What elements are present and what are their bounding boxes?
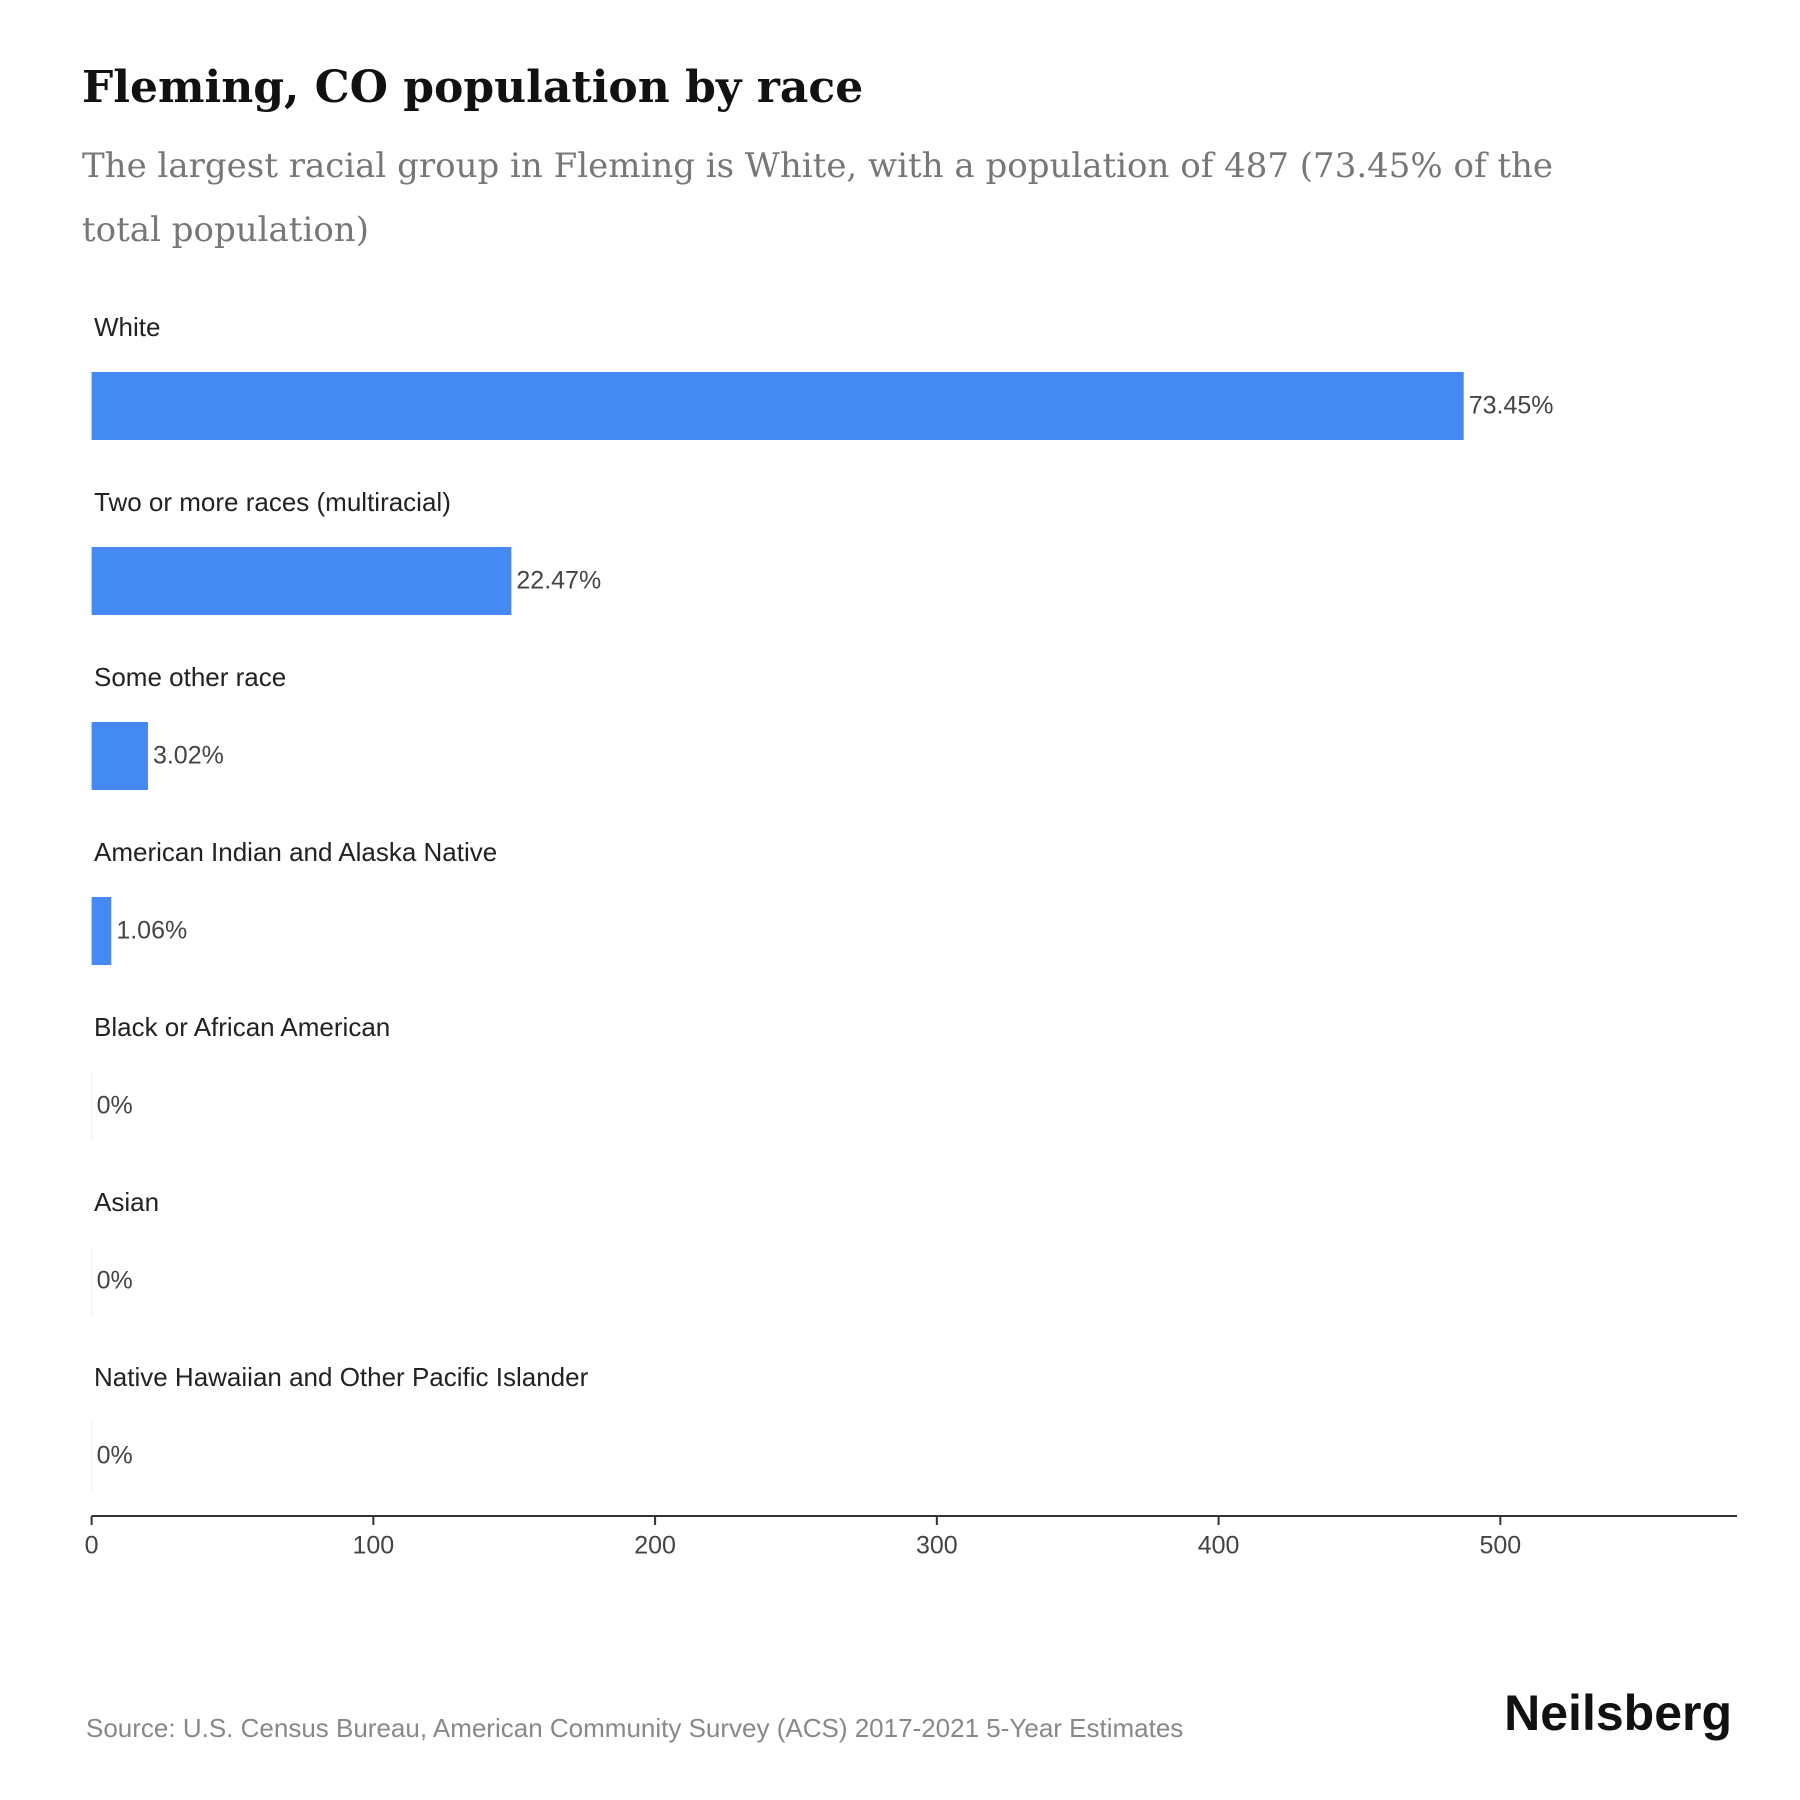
bar <box>91 547 512 615</box>
category-label: White <box>94 312 160 342</box>
x-tick-label: 300 <box>916 1532 958 1560</box>
bar <box>91 722 148 790</box>
value-label: 0% <box>97 1442 133 1470</box>
chart-title: Fleming, CO population by race <box>82 62 864 113</box>
x-tick-label: 500 <box>1479 1532 1521 1560</box>
category-label: Two or more races (multiracial) <box>94 487 451 517</box>
x-tick-label: 100 <box>352 1532 394 1560</box>
value-label: 22.47% <box>516 567 601 595</box>
x-tick-label: 400 <box>1198 1532 1240 1560</box>
bar <box>91 897 112 965</box>
x-tick-label: 200 <box>634 1532 676 1560</box>
category-label: Native Hawaiian and Other Pacific Island… <box>94 1362 589 1392</box>
value-label: 0% <box>97 1267 133 1295</box>
chart-subtitle: The largest racial group in Fleming is W… <box>82 146 1554 250</box>
category-label: Asian <box>94 1187 159 1217</box>
x-tick-label: 0 <box>85 1532 99 1560</box>
brand-logo: Neilsberg <box>1504 1685 1732 1741</box>
value-label: 3.02% <box>153 742 224 770</box>
category-label: Black or African American <box>94 1012 390 1042</box>
category-label: American Indian and Alaska Native <box>94 837 497 867</box>
source: Source: U.S. Census Bureau, American Com… <box>86 1713 1183 1743</box>
value-label: 0% <box>97 1092 133 1120</box>
bar <box>91 372 1464 440</box>
value-label: 73.45% <box>1469 392 1554 420</box>
category-label: Some other race <box>94 662 286 692</box>
value-label: 1.06% <box>116 917 187 945</box>
